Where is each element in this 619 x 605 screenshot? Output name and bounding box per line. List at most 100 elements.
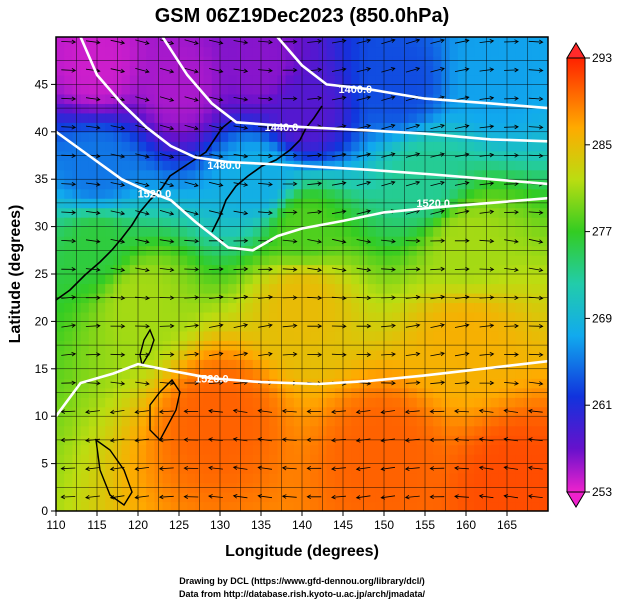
temperature-cell: [88, 198, 98, 209]
temperature-cell: [228, 46, 237, 57]
temperature-cell: [179, 131, 188, 142]
temperature-cell: [203, 46, 213, 57]
temperature-cell: [277, 444, 287, 455]
temperature-cell: [187, 501, 196, 511]
temperature-cell: [195, 330, 205, 341]
temperature-cell: [154, 292, 164, 304]
temperature-cell: [466, 501, 475, 511]
temperature-cell: [523, 406, 533, 417]
temperature-cell: [326, 179, 336, 190]
temperature-cell: [80, 501, 90, 511]
temperature-cell: [220, 416, 229, 427]
temperature-cell: [367, 37, 377, 48]
temperature-cell: [408, 131, 418, 142]
temperature-cell: [121, 302, 131, 313]
temperature-cell: [146, 387, 155, 398]
temperature-cell: [375, 378, 385, 389]
temperature-cell: [326, 84, 336, 95]
temperature-cell: [252, 492, 262, 503]
temperature-cell: [162, 425, 172, 436]
temperature-cell: [195, 311, 205, 322]
temperature-cell: [466, 492, 475, 503]
temperature-cell: [228, 330, 237, 341]
temperature-cell: [507, 55, 516, 67]
temperature-cell: [408, 283, 418, 294]
temperature-cell: [228, 179, 237, 190]
temperature-cell: [482, 46, 492, 57]
temperature-cell: [392, 207, 401, 218]
temperature-cell: [129, 492, 139, 503]
temperature-cell: [179, 492, 188, 503]
temperature-cell: [261, 141, 270, 152]
temperature-cell: [441, 274, 451, 285]
temperature-cell: [457, 397, 467, 408]
temperature-cell: [146, 444, 155, 455]
temperature-cell: [138, 198, 147, 209]
temperature-cell: [170, 501, 180, 511]
temperature-cell: [515, 330, 524, 341]
temperature-cell: [351, 84, 360, 95]
temperature-cell: [211, 387, 221, 398]
temperature-cell: [367, 46, 377, 57]
temperature-cell: [433, 501, 442, 511]
wind-arrow: [183, 409, 199, 414]
temperature-cell: [72, 463, 82, 474]
temperature-cell: [359, 444, 369, 455]
temperature-cell: [269, 444, 278, 455]
temperature-cell: [121, 93, 131, 104]
temperature-cell: [105, 112, 114, 123]
temperature-cell: [482, 283, 492, 294]
temperature-cell: [416, 321, 426, 332]
contour-line-1520: [56, 130, 548, 252]
temperature-cell: [277, 84, 287, 95]
contour-line-1440: [161, 37, 548, 143]
wind-arrow: [381, 95, 396, 101]
temperature-cell: [449, 217, 459, 228]
temperature-cell: [326, 473, 336, 484]
temperature-cell: [449, 274, 459, 285]
temperature-cell: [433, 387, 442, 398]
temperature-cell: [343, 416, 352, 427]
temperature-cell: [498, 236, 508, 247]
temperature-cell: [466, 463, 475, 474]
wind-arrow: [258, 39, 273, 45]
temperature-cell: [416, 406, 426, 417]
temperature-cell: [195, 368, 205, 379]
temperature-cell: [392, 406, 401, 417]
temperature-cell: [474, 46, 483, 57]
temperature-cell: [351, 226, 360, 237]
temperature-cell: [228, 340, 237, 351]
temperature-cell: [252, 179, 262, 190]
temperature-cell: [162, 454, 172, 465]
temperature-cell: [441, 359, 451, 370]
temperature-cell: [425, 397, 434, 408]
temperature-cell: [334, 169, 344, 180]
temperature-cell: [236, 112, 246, 123]
temperature-cell: [466, 217, 475, 228]
temperature-cell: [433, 198, 442, 209]
temperature-cell: [490, 37, 500, 48]
wind-arrow: [85, 323, 101, 329]
temperature-cell: [146, 274, 155, 285]
temperature-cell: [400, 264, 410, 275]
temperature-cell: [375, 131, 385, 142]
temperature-cell: [220, 321, 229, 332]
temperature-cell: [392, 444, 401, 455]
temperature-cell: [80, 226, 90, 237]
temperature-cell: [244, 292, 254, 304]
temperature-cell: [80, 274, 90, 285]
temperature-cell: [474, 378, 483, 389]
colorbar-tick-label: 293: [592, 51, 612, 65]
wind-arrow: [61, 210, 77, 215]
temperature-cell: [425, 103, 434, 114]
temperature-cell: [490, 255, 500, 266]
temperature-cell: [195, 245, 205, 256]
temperature-cell: [302, 292, 311, 304]
temperature-cell: [56, 264, 65, 275]
temperature-cell: [244, 160, 254, 171]
temperature-cell: [121, 160, 131, 171]
temperature-cell: [490, 131, 500, 142]
temperature-cell: [220, 179, 229, 190]
temperature-cell: [507, 226, 516, 237]
temperature-cell: [449, 359, 459, 370]
